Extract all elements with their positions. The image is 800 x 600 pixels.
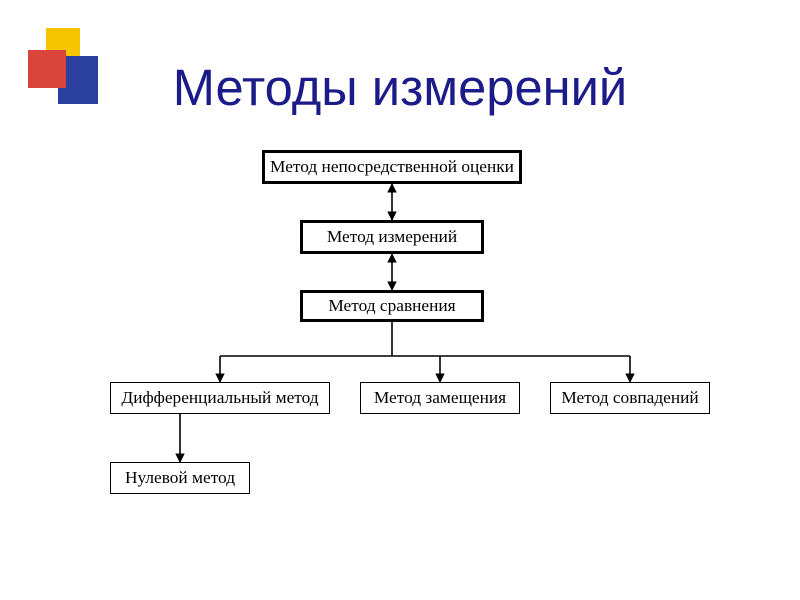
node-n6: Метод совпадений — [550, 382, 710, 414]
node-n7: Нулевой метод — [110, 462, 250, 494]
node-n2: Метод измерений — [300, 220, 484, 254]
node-n3: Метод сравнения — [300, 290, 484, 322]
node-n1: Метод непосредственной оценки — [262, 150, 522, 184]
node-n4: Дифференциальный метод — [110, 382, 330, 414]
node-n5: Метод замещения — [360, 382, 520, 414]
